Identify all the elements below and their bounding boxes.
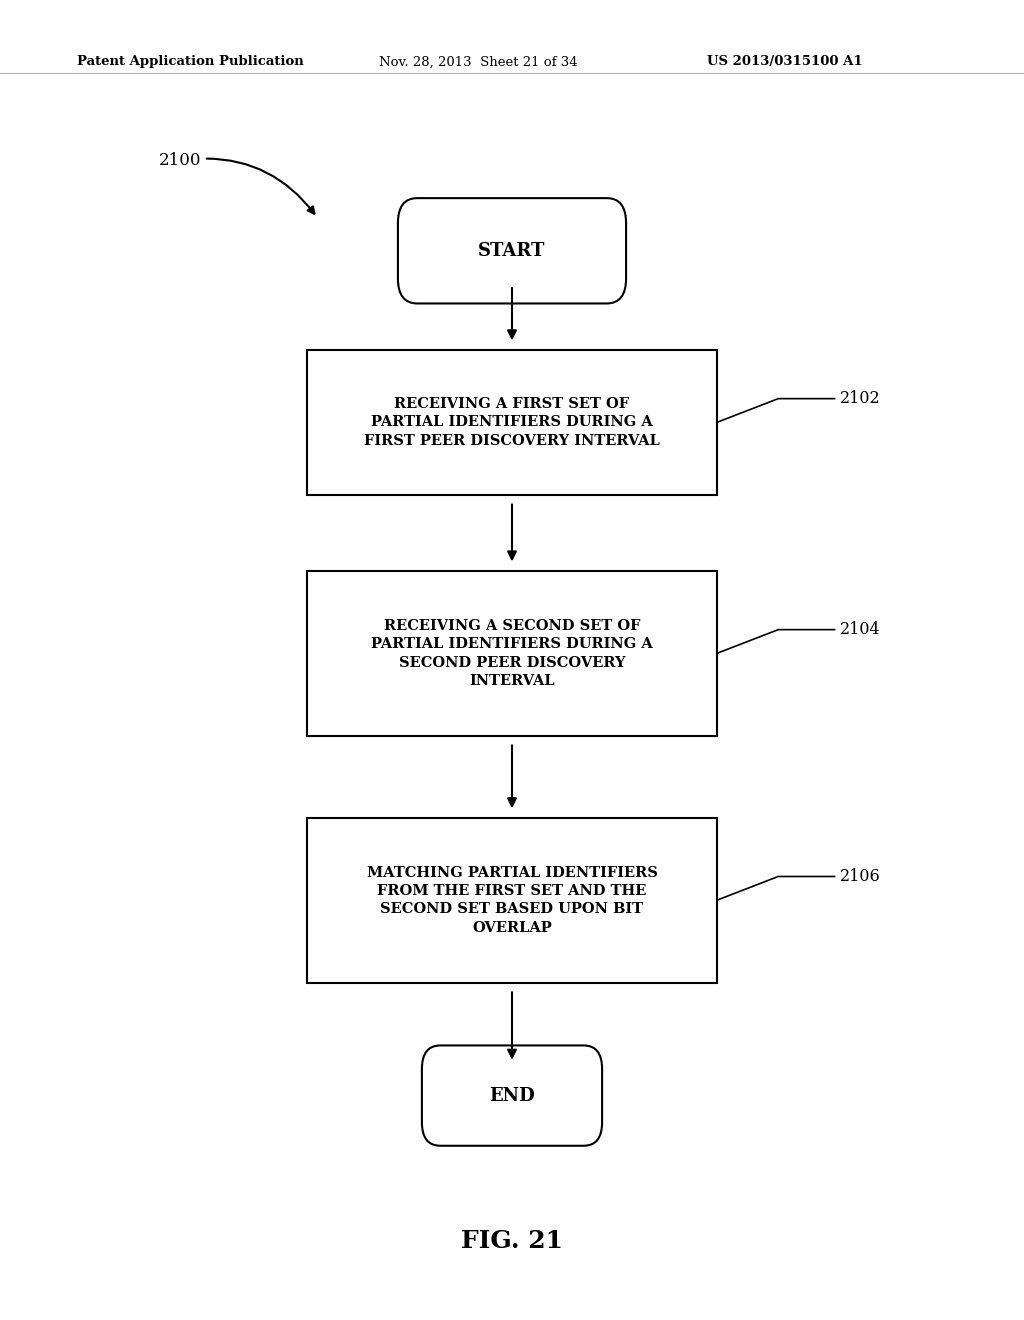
- Text: START: START: [478, 242, 546, 260]
- Bar: [307, 350, 717, 495]
- Text: RECEIVING A FIRST SET OF
PARTIAL IDENTIFIERS DURING A
FIRST PEER DISCOVERY INTER: RECEIVING A FIRST SET OF PARTIAL IDENTIF…: [365, 397, 659, 447]
- FancyBboxPatch shape: [422, 1045, 602, 1146]
- Text: FIG. 21: FIG. 21: [461, 1229, 563, 1253]
- Bar: [307, 570, 717, 737]
- Bar: [307, 817, 717, 982]
- Text: 2102: 2102: [840, 391, 881, 407]
- Text: END: END: [489, 1086, 535, 1105]
- Text: Nov. 28, 2013  Sheet 21 of 34: Nov. 28, 2013 Sheet 21 of 34: [379, 55, 578, 69]
- FancyBboxPatch shape: [398, 198, 626, 304]
- Text: US 2013/0315100 A1: US 2013/0315100 A1: [707, 55, 862, 69]
- Text: MATCHING PARTIAL IDENTIFIERS
FROM THE FIRST SET AND THE
SECOND SET BASED UPON BI: MATCHING PARTIAL IDENTIFIERS FROM THE FI…: [367, 866, 657, 935]
- Text: 2106: 2106: [840, 869, 881, 884]
- Text: Patent Application Publication: Patent Application Publication: [77, 55, 303, 69]
- Text: RECEIVING A SECOND SET OF
PARTIAL IDENTIFIERS DURING A
SECOND PEER DISCOVERY
INT: RECEIVING A SECOND SET OF PARTIAL IDENTI…: [371, 619, 653, 688]
- Text: 2100: 2100: [159, 152, 314, 214]
- Text: 2104: 2104: [840, 622, 881, 638]
